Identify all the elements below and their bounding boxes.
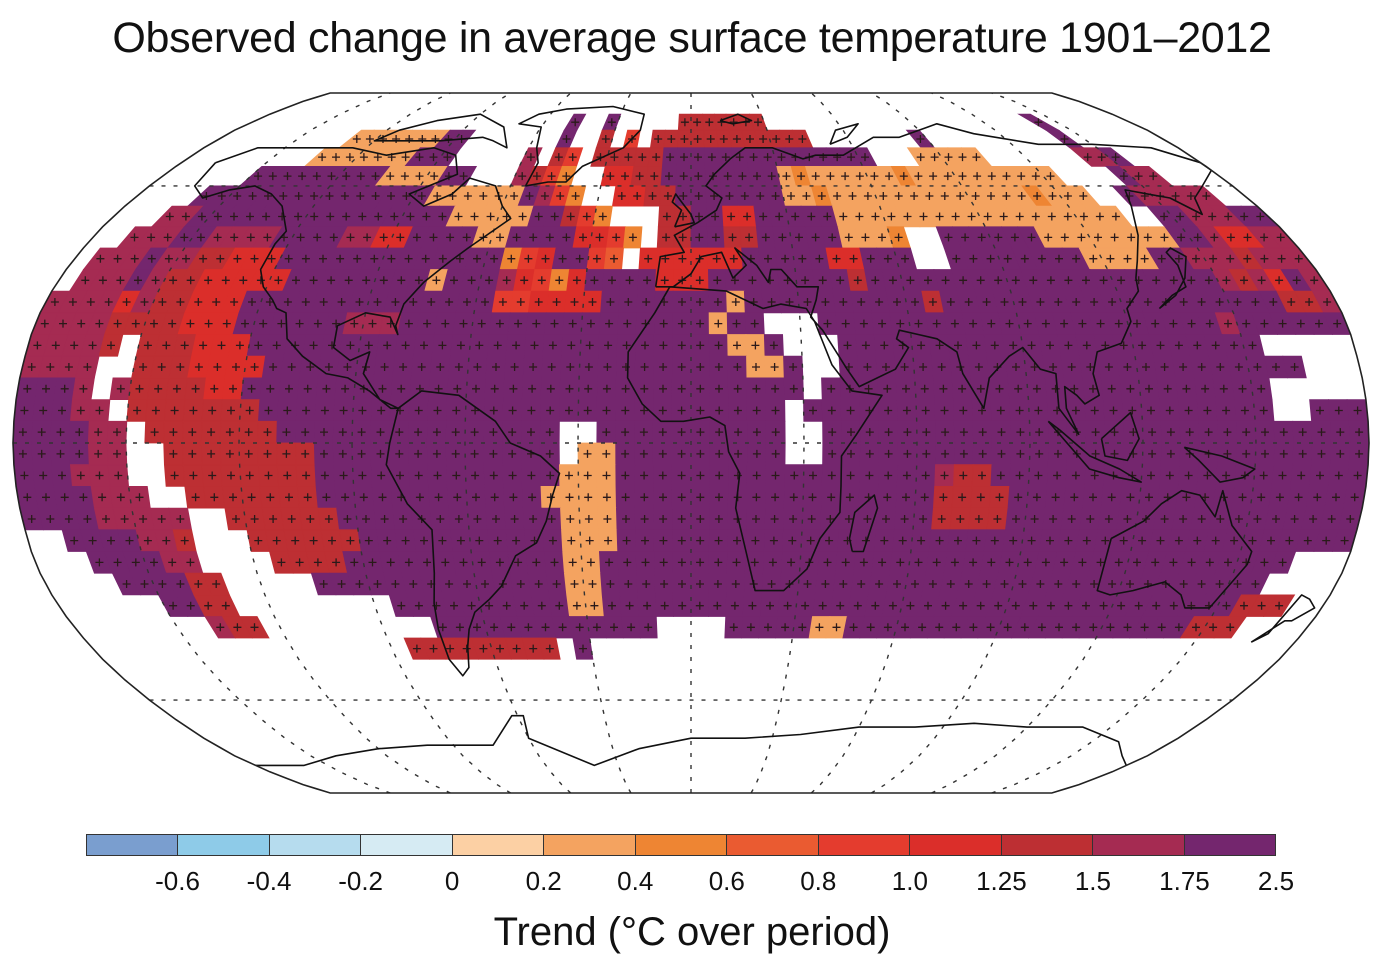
colorbar-bin-5: [544, 835, 636, 855]
coastline: [829, 123, 859, 146]
trend-grid: [13, 113, 1369, 660]
colorbar-tick-label: 0.4: [617, 866, 654, 896]
colorbar-tick-label: 2.5: [1257, 866, 1295, 896]
colorbar-bin-3: [361, 835, 453, 855]
colorbar-tick-label: 1.75: [1159, 866, 1210, 896]
world-map: [12, 92, 1370, 794]
colorbar-bin-9: [910, 835, 1002, 855]
colorbar-bin-8: [818, 835, 911, 855]
colorbar-bin-10: [1001, 835, 1094, 855]
colorbar-tick-label: 0.6: [708, 866, 745, 896]
colorbar-bin-1: [178, 835, 270, 855]
colorbar-tick-label: -0.2: [338, 866, 384, 896]
colorbar-tick-label: 0.8: [800, 866, 837, 896]
colorbar-bin-11: [1093, 835, 1185, 855]
colorbar-tick-label: 0: [444, 866, 460, 896]
colorbar-tick-label: -0.6: [155, 866, 200, 896]
coastline: [255, 714, 1128, 767]
colorbar-bin-6: [635, 835, 728, 855]
colorbar-bin-4: [452, 835, 545, 855]
colorbar-bin-2: [269, 835, 362, 855]
colorbar-tick-label: 1.25: [976, 866, 1027, 896]
colorbar-tick-label: 0.2: [525, 866, 562, 896]
colorbar-label: Trend (°C over period): [493, 910, 891, 954]
colorbar: [86, 834, 1276, 856]
colorbar-bin-0: [87, 835, 179, 855]
colorbar-tick-label: 1.0: [891, 866, 928, 896]
colorbar-tick-label: 1.5: [1074, 866, 1111, 896]
colorbar-bin-12: [1184, 835, 1276, 855]
colorbar-bin-7: [727, 835, 819, 855]
chart-title: Observed change in average surface tempe…: [112, 14, 1272, 62]
colorbar-tick-label: -0.4: [246, 866, 292, 896]
